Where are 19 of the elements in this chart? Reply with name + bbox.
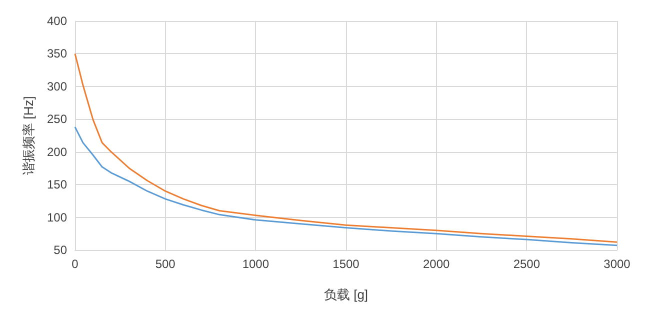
x-tick-label: 0 bbox=[72, 257, 79, 271]
x-tick-label: 2000 bbox=[422, 257, 450, 271]
line-series bbox=[74, 52, 618, 243]
y-axis-title: 谐振频率 [Hz] bbox=[21, 96, 36, 175]
x-tick-label: 500 bbox=[155, 257, 176, 271]
x-tick-label: 1000 bbox=[242, 257, 270, 271]
x-tick-label: 1500 bbox=[332, 257, 360, 271]
y-tick-label: 400 bbox=[46, 14, 68, 28]
y-tick-label: 300 bbox=[46, 79, 68, 94]
y-tick-label: 250 bbox=[46, 112, 68, 126]
y-tick-label: 200 bbox=[46, 144, 68, 159]
line-series bbox=[74, 126, 618, 246]
y-tick-label: 50 bbox=[54, 243, 68, 257]
x-axis-title: 负载 [g] bbox=[324, 287, 368, 302]
y-tick-label: 350 bbox=[46, 46, 68, 61]
x-tick-label: 2500 bbox=[513, 257, 540, 271]
y-tick-label: 100 bbox=[46, 210, 68, 224]
x-tick-label: 3000 bbox=[604, 257, 631, 271]
y-tick-label: 150 bbox=[46, 178, 68, 192]
